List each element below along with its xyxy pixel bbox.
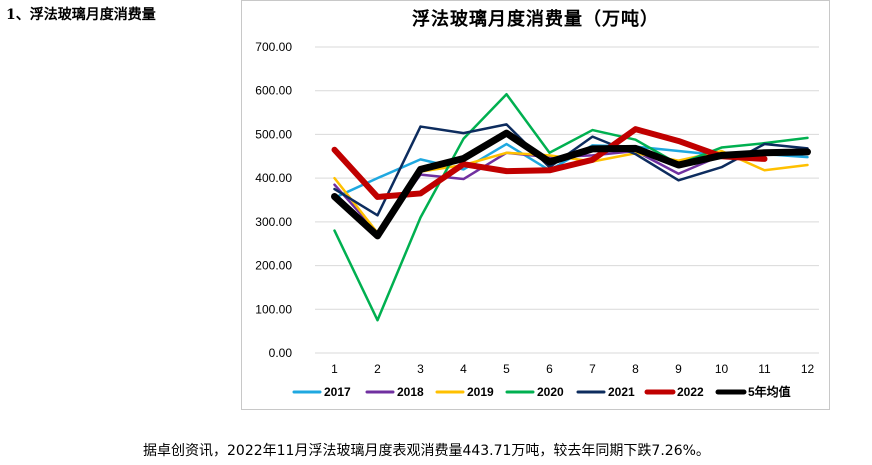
legend-label: 2019 [467, 385, 494, 399]
legend-label: 2021 [608, 385, 635, 399]
legend-label: 5年均值 [748, 384, 791, 399]
y-tick-label: 700.00 [255, 40, 292, 54]
series-line-2020 [333, 92, 809, 322]
section-title: 1、浮法玻璃月度消费量 [6, 7, 156, 23]
y-tick-label: 300.00 [255, 215, 292, 229]
y-tick-label: 100.00 [255, 302, 292, 316]
legend-label: 2017 [324, 385, 351, 399]
x-tick-label: 3 [417, 362, 424, 376]
y-tick-label: 0.00 [269, 346, 293, 360]
chart-frame: 浮法玻璃月度消费量（万吨） 0.00 100.00 200.00 300.00 400.… [241, 0, 830, 410]
series-line-5年均值 [331, 129, 811, 240]
y-tick-label: 500.00 [255, 127, 292, 141]
x-tick-label: 2 [374, 362, 381, 376]
y-tick-label: 600.00 [255, 84, 292, 98]
legend-label: 2022 [677, 385, 704, 399]
legend-label: 2018 [397, 385, 424, 399]
x-tick-label: 10 [715, 362, 729, 376]
x-tick-label: 4 [460, 362, 467, 376]
x-tick-label: 11 [758, 362, 771, 376]
y-tick-label: 200.00 [255, 259, 292, 273]
x-tick-label: 6 [546, 362, 553, 376]
series-line-2021 [333, 123, 809, 217]
chart-title: 浮法玻璃月度消费量（万吨） [412, 9, 659, 30]
caption: 据卓创资讯，2022年11月浮法玻璃月度表观消费量443.71万吨，较去年同期下… [143, 443, 710, 459]
line-chart: 0.00 100.00 200.00 300.00 400.00 500.00 600.00… [255, 40, 819, 399]
x-tick-label: 12 [801, 362, 815, 376]
x-tick-label: 1 [331, 362, 338, 376]
y-tick-label: 400.00 [255, 171, 292, 185]
legend-label: 2020 [537, 385, 564, 399]
x-tick-label: 9 [675, 362, 682, 376]
x-tick-label: 5 [503, 362, 510, 376]
x-tick-label: 7 [589, 362, 596, 376]
x-tick-label: 8 [632, 362, 639, 376]
